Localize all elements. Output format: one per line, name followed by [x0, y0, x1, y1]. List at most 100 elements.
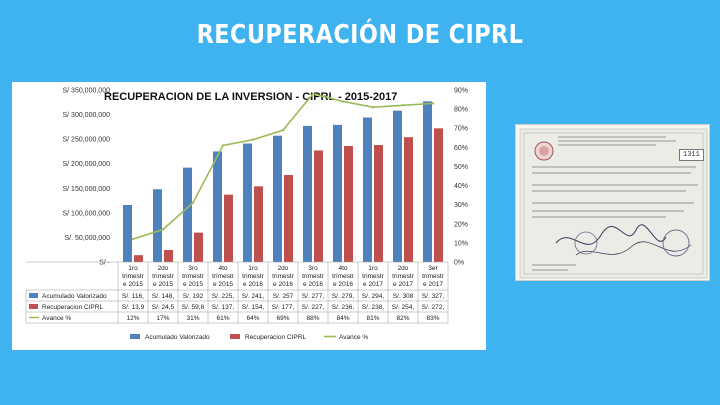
bar-recovery	[434, 128, 443, 262]
category-label: 3ro	[308, 265, 318, 272]
category-label: trimestr	[332, 273, 355, 280]
bar-accumulated	[363, 117, 372, 262]
data-cell: 69%	[276, 315, 289, 322]
data-cell: 64%	[246, 315, 259, 322]
category-label: 4to	[338, 265, 347, 272]
bar-accumulated	[393, 110, 402, 262]
advance-line	[132, 92, 434, 240]
category-label: trimestr	[242, 273, 265, 280]
bar-accumulated	[243, 143, 252, 262]
category-label: trimestr	[152, 273, 175, 280]
data-cell: S/. 257	[273, 293, 294, 300]
data-cell: 81%	[366, 315, 379, 322]
y-tick-label: S/ 300,000,000	[63, 112, 111, 119]
y2-tick-label: 0%	[454, 260, 464, 267]
document-stamp-number: 1311	[679, 149, 704, 161]
data-cell: S/. 272,	[422, 304, 445, 311]
bar-recovery	[194, 232, 203, 262]
data-cell: 31%	[186, 315, 199, 322]
data-cell: S/. 227,	[302, 304, 325, 311]
y-tick-label: S/ -	[99, 260, 111, 267]
data-cell: S/. 192	[183, 293, 204, 300]
bar-accumulated	[423, 101, 432, 262]
y-tick-label: S/ 150,000,000	[63, 186, 111, 193]
data-cell: S/. 24,5	[152, 304, 175, 311]
category-label: e 2016	[243, 281, 263, 288]
data-cell: 61%	[216, 315, 229, 322]
category-label: e 2017	[423, 281, 443, 288]
data-cell: S/. 177,	[272, 304, 295, 311]
data-cell: S/. 238,	[362, 304, 385, 311]
category-label: e 2016	[273, 281, 293, 288]
recovery-chart: RECUPERACION DE LA INVERSION - CIPRL - 2…	[25, 88, 468, 341]
data-cell: S/. 13,9	[122, 304, 145, 311]
legend-label: Avance %	[339, 334, 368, 341]
category-label: 1ro	[368, 265, 378, 272]
chart-panel: RECUPERACION DE LA INVERSION - CIPRL - 2…	[12, 82, 486, 350]
category-label: e 2016	[303, 281, 323, 288]
data-cell: 84%	[336, 315, 349, 322]
data-cell: S/. 236,	[332, 304, 355, 311]
bar-accumulated	[183, 167, 192, 262]
advance-point	[161, 228, 165, 231]
advance-point	[281, 128, 285, 132]
bar-accumulated	[153, 189, 162, 262]
category-label: 2do	[158, 265, 169, 272]
chart-title: RECUPERACION DE LA INVERSION - CIPRL - 2…	[104, 91, 397, 103]
category-label: trimestr	[422, 273, 445, 280]
category-label: trimestr	[392, 273, 415, 280]
data-cell: S/. 277,	[302, 293, 325, 300]
legend-key	[130, 334, 140, 339]
category-label: e 2017	[363, 281, 383, 288]
category-label: 3ro	[188, 265, 198, 272]
category-label: e 2015	[183, 281, 203, 288]
data-cell: S/. 308	[393, 293, 414, 300]
category-label: e 2015	[213, 281, 233, 288]
bar-recovery	[164, 249, 173, 262]
category-label: 1ro	[128, 265, 138, 272]
bar-recovery	[284, 175, 293, 262]
advance-point	[221, 144, 225, 147]
bar-recovery	[134, 255, 143, 262]
category-label: 2do	[398, 265, 409, 272]
category-label: 3er	[428, 265, 438, 272]
row-label: Recuperacion CIPRL	[42, 304, 103, 311]
y2-tick-label: 30%	[454, 202, 468, 209]
y-tick-label: S/. 50,000,000	[64, 235, 110, 242]
category-label: trimestr	[272, 273, 295, 280]
data-cell: S/. 137,	[212, 304, 235, 311]
data-cell: 83%	[426, 315, 439, 322]
data-cell: 17%	[156, 315, 169, 322]
bar-recovery	[344, 146, 353, 262]
data-cell: S/. 241,	[242, 293, 265, 300]
category-label: e 2015	[153, 281, 173, 288]
category-label: e 2017	[393, 281, 413, 288]
bar-recovery	[254, 186, 263, 262]
bar-accumulated	[123, 204, 132, 262]
data-cell: 12%	[126, 315, 139, 322]
bar-accumulated	[333, 124, 342, 262]
advance-point	[251, 138, 255, 141]
y-tick-label: S/ 200,000,000	[63, 161, 111, 168]
document-image	[519, 128, 708, 279]
y2-tick-label: 50%	[454, 164, 468, 171]
data-cell: S/. 294,	[362, 293, 385, 300]
bar-recovery	[404, 137, 413, 262]
category-label: trimestr	[362, 273, 385, 280]
advance-point	[311, 92, 315, 96]
legend-key	[230, 334, 240, 339]
data-cell: S/. 254,	[392, 304, 415, 311]
y2-tick-label: 80%	[454, 107, 468, 114]
data-cell: S/. 116,	[122, 293, 144, 300]
data-cell: 82%	[396, 315, 409, 322]
y2-tick-label: 90%	[454, 88, 468, 95]
row-label: Avance %	[42, 315, 71, 322]
bar-accumulated	[303, 125, 312, 262]
data-cell: S/. 154,	[242, 304, 265, 311]
category-label: 1ro	[248, 265, 258, 272]
bar-accumulated	[273, 135, 282, 262]
legend-label: Acumulado Valorizado	[145, 334, 210, 341]
advance-point	[341, 100, 345, 103]
advance-point	[371, 106, 375, 109]
y2-tick-label: 20%	[454, 221, 468, 228]
